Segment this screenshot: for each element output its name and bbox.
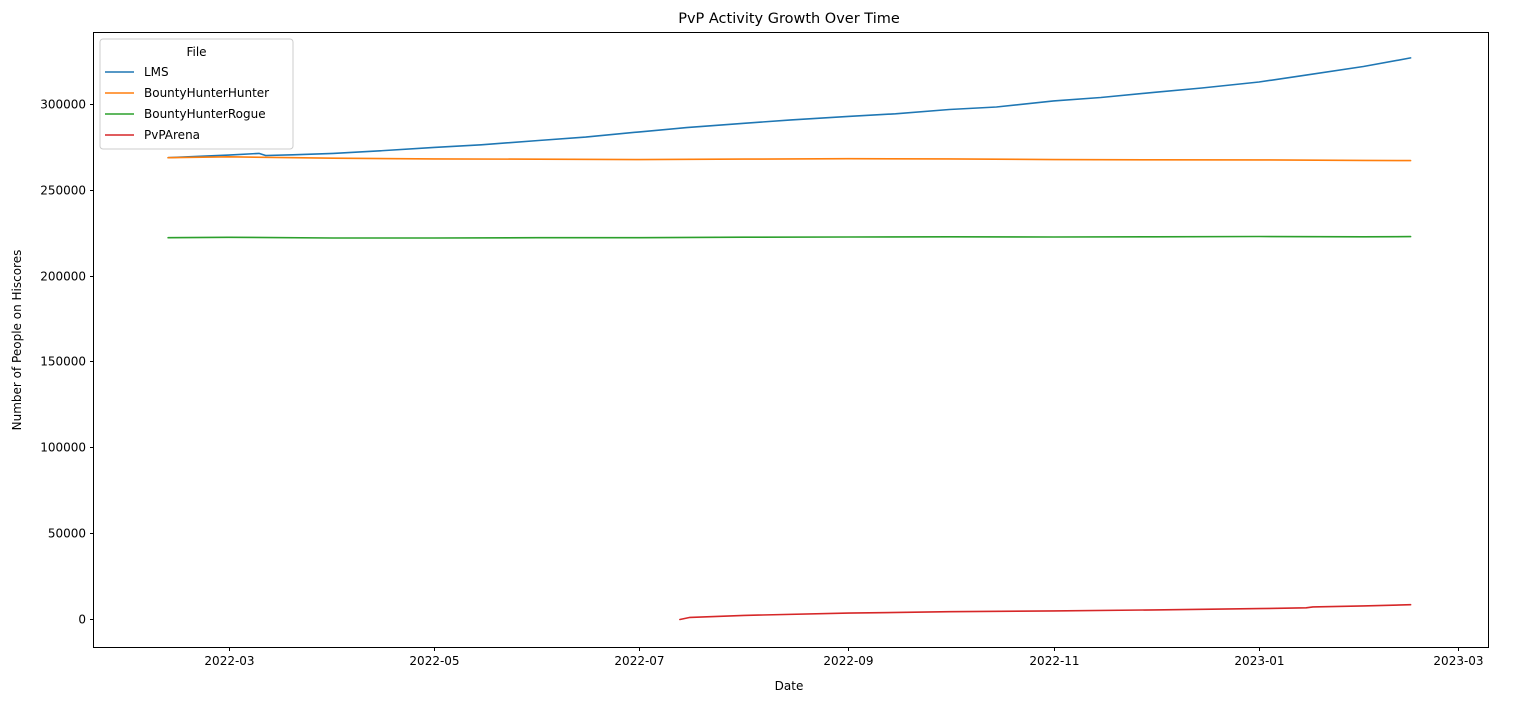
- x-axis-title: Date: [775, 679, 804, 693]
- series-line-bountyhunterrogue: [167, 235, 1412, 239]
- plot-area: [167, 57, 1412, 621]
- x-tick-label: 2022-03: [204, 654, 254, 668]
- y-axis-title: Number of People on Hiscores: [10, 250, 24, 431]
- chart-title: PvP Activity Growth Over Time: [678, 11, 900, 27]
- y-tick-label: 100000: [40, 441, 86, 455]
- axes-frame: [93, 32, 1489, 648]
- y-tick-label: 50000: [48, 527, 86, 541]
- series-line-pvparena: [679, 603, 1412, 621]
- y-tick-label: 200000: [40, 270, 86, 284]
- legend: File LMS BountyHunterHunter BountyHunterRog…: [99, 38, 294, 150]
- legend-label-bountyhunterrogue: BountyHunterRogue: [144, 107, 266, 121]
- series-line-lms: [167, 57, 1412, 159]
- legend-title: File: [186, 45, 206, 59]
- series-line-bountyhunterhunter: [167, 156, 1412, 162]
- x-tick-label: 2022-11: [1029, 654, 1079, 668]
- legend-label-lms: LMS: [144, 65, 169, 79]
- y-axis: 0 50000 100000 150000 200000 250000 300000: [40, 98, 94, 627]
- y-tick-label: 0: [78, 613, 86, 627]
- y-tick-label: 250000: [40, 184, 86, 198]
- x-tick-label: 2022-05: [409, 654, 459, 668]
- y-tick-label: 150000: [40, 355, 86, 369]
- legend-label-pvparena: PvPArena: [144, 128, 200, 142]
- x-tick-label: 2023-03: [1433, 654, 1483, 668]
- y-tick-label: 300000: [40, 98, 86, 112]
- x-tick-label: 2022-07: [614, 654, 664, 668]
- legend-label-bountyhunterhunter: BountyHunterHunter: [144, 86, 269, 100]
- x-tick-label: 2023-01: [1234, 654, 1284, 668]
- x-tick-label: 2022-09: [823, 654, 873, 668]
- legend-box: [99, 38, 294, 150]
- x-axis: 2022-03 2022-05 2022-07 2022-09 2022-11 2023-…: [204, 647, 1484, 668]
